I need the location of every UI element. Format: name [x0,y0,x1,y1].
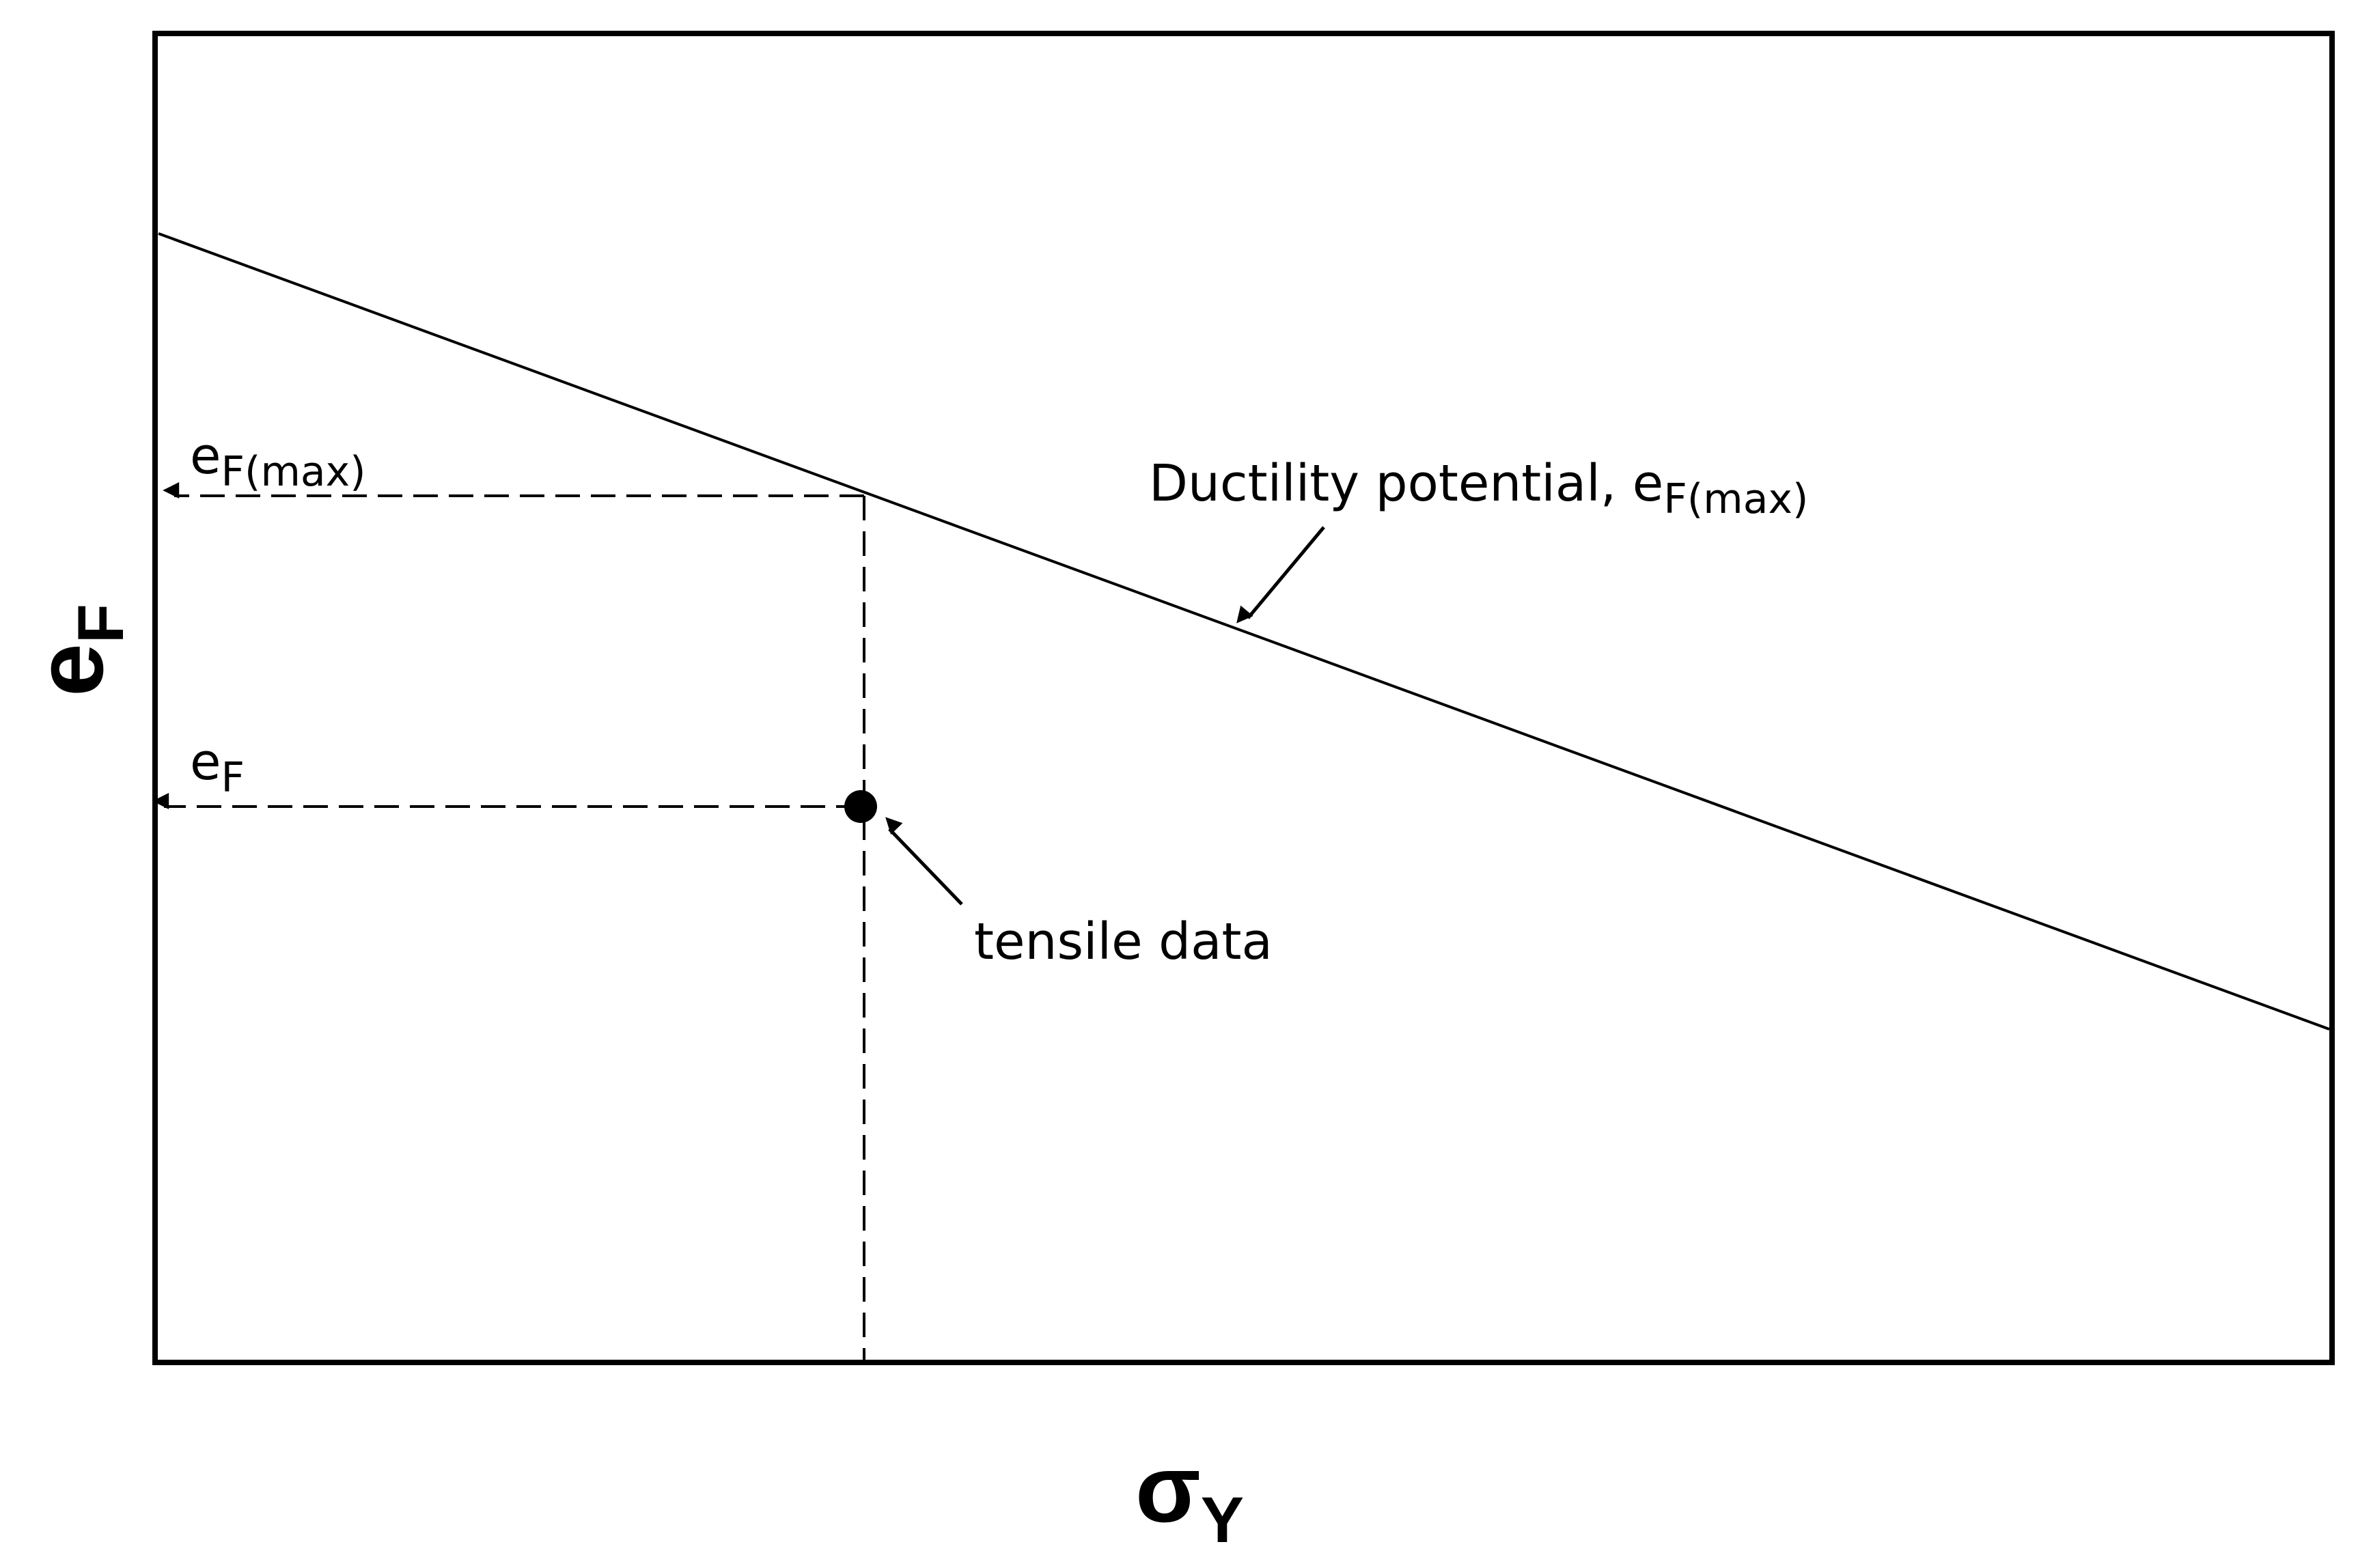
label-subscript: Y [1201,1484,1244,1556]
label-base: e [190,427,221,486]
plot-frame [152,31,2335,1365]
data-point [844,790,877,823]
label-base: e [16,643,123,697]
label-tensile: tensile data [974,912,1273,971]
label-base: e [190,733,221,792]
y-axis-label: eF [16,604,137,697]
label-subscript: F(max) [221,448,366,496]
ductility-line [158,232,2330,1031]
x-axis-label: σY [1135,1435,1244,1556]
label-base: σ [1135,1435,1201,1542]
pointer-arrow [885,817,963,906]
label-efmax: eF(max) [190,427,366,496]
label-base: Ductility potential, e [1149,454,1663,513]
pointer-arrow [1236,526,1325,624]
label-subscript: F [221,754,245,802]
label-subscript: F(max) [1663,475,1808,523]
label-subscript: F [65,604,137,643]
label-ef: eF [190,733,245,802]
label-ductility: Ductility potential, eF(max) [1149,454,1808,523]
